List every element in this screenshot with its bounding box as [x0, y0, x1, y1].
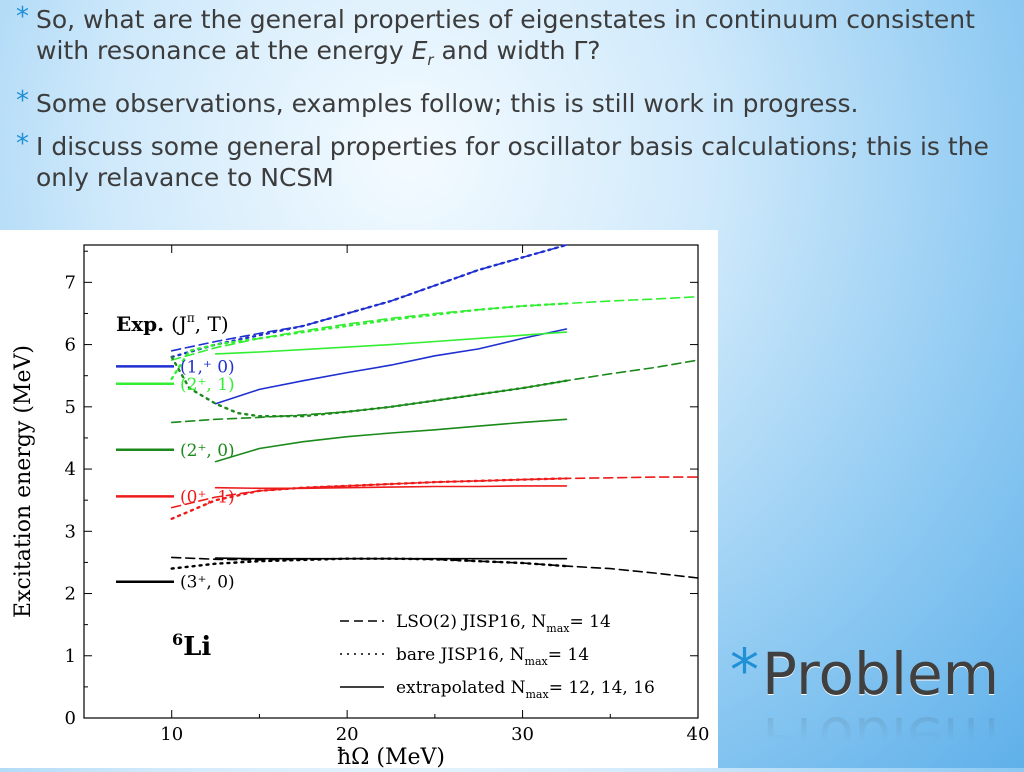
exp-level-label-1: (2⁺, 1) — [180, 375, 235, 395]
series-line-7 — [170, 355, 568, 418]
bullet-2: * Some observations, examples follow; th… — [16, 86, 1006, 119]
y-tick-label: 2 — [65, 584, 76, 605]
y-tick-label: 5 — [65, 397, 76, 418]
bullet-1-energy-symbol: E — [411, 36, 428, 65]
series-line-11 — [214, 485, 568, 490]
bullet-3-text: I discuss some general properties for os… — [36, 132, 989, 192]
exp-header: Exp. (Jπ, T) — [116, 311, 229, 336]
x-tick-label: 10 — [160, 724, 183, 745]
x-axis-label: ħΩ (MeV) — [337, 745, 445, 768]
series-line-1 — [170, 243, 568, 359]
bullet-1-energy-subscript: r — [427, 51, 434, 69]
exp-level-label-2: (2⁺, 0) — [180, 441, 235, 461]
series-line-5 — [214, 331, 568, 355]
x-tick-label: 30 — [511, 724, 534, 745]
y-axis-label: Excitation energy (MeV) — [11, 345, 36, 618]
bullet-1-text-end: and width Γ? — [433, 36, 601, 65]
bullet-2-text: Some observations, examples follow; this… — [36, 89, 859, 118]
series-line-2 — [214, 328, 568, 405]
series-line-3 — [170, 295, 699, 361]
legend-label-1: bare JISP16, Nmax= 14 — [396, 645, 589, 668]
excitation-energy-chart: Exp. (Jπ, T) (1,⁺ 0)(2⁺, 1) (2⁺, 0) (0⁺, 1)… — [11, 243, 710, 770]
slide-title-reflection: Problem — [762, 704, 1000, 772]
y-tick-label: 0 — [65, 708, 76, 729]
plot-area-frame — [83, 244, 699, 719]
nucleus-label: 6Li — [172, 630, 211, 662]
x-tick-label: 40 — [687, 724, 710, 745]
chart-panel: Exp. (Jπ, T) (1,⁺ 0) (2⁺, 1) (2⁺, 0) (0⁺, 1)… — [0, 230, 718, 770]
slide-title-block: * Problem Problem — [730, 636, 1020, 772]
y-tick-label: 7 — [65, 272, 76, 293]
exp-level-label-0: (1,⁺ 0) — [180, 357, 235, 377]
bullet-1: * So, what are the general properties of… — [16, 2, 1006, 76]
slide-title: Problem — [762, 640, 1000, 708]
series-line-6 — [170, 359, 699, 424]
y-tick-label: 6 — [65, 335, 76, 356]
exp-level-label-4: (3⁺, 0) — [180, 573, 235, 593]
legend-label-2: extrapolated Nmax= 12, 14, 16 — [396, 678, 655, 701]
bullet-star-icon: * — [16, 129, 29, 159]
bullet-star-icon: * — [16, 86, 29, 116]
series-line-10 — [170, 477, 568, 520]
y-tick-label: 4 — [65, 459, 76, 480]
bullet-1-text: So, what are the general properties of e… — [36, 5, 975, 65]
legend-label-0: LSO(2) JISP16, Nmax= 14 — [396, 612, 611, 635]
exp-level-label-3: (0⁺, 1) — [180, 487, 235, 507]
bullet-3: * I discuss some general properties for … — [16, 129, 1006, 193]
series-line-8 — [214, 418, 568, 463]
series-line-4 — [170, 302, 568, 381]
y-tick-label: 3 — [65, 521, 76, 542]
x-tick-label: 20 — [336, 724, 359, 745]
bullet-list: * So, what are the general properties of… — [16, 2, 1006, 205]
series-line-12 — [170, 556, 699, 579]
bullet-star-icon: * — [16, 2, 29, 32]
title-star-icon: * — [730, 636, 759, 704]
y-tick-label: 1 — [65, 646, 76, 667]
series-line-14 — [214, 557, 568, 560]
